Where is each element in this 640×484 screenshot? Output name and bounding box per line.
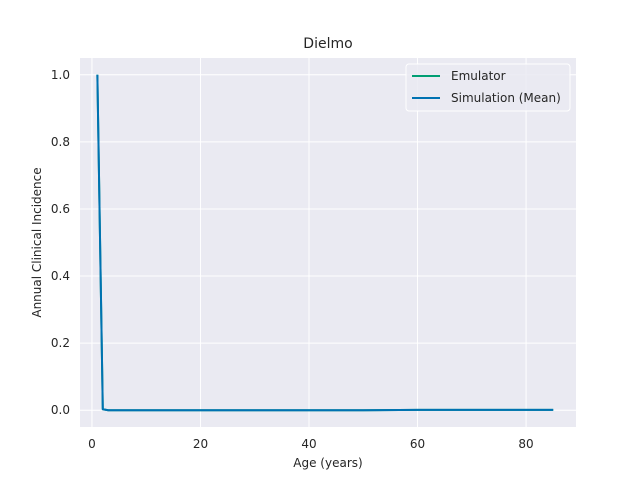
legend-label: Simulation (Mean)	[451, 91, 561, 105]
x-tick-label: 40	[301, 437, 316, 451]
x-tick-label: 60	[410, 437, 425, 451]
legend-label: Emulator	[451, 69, 506, 83]
legend-box	[405, 63, 571, 112]
x-axis-label: Age (years)	[293, 456, 362, 470]
series-layer	[96, 74, 554, 412]
y-axis-label: Annual Clinical Incidence	[30, 167, 44, 317]
y-tick-label: 0.6	[51, 202, 70, 216]
x-tick-label: 20	[193, 437, 208, 451]
plot-area	[80, 58, 576, 427]
y-tick-label: 1.0	[51, 68, 70, 82]
y-tick-label: 0.4	[51, 269, 70, 283]
legend: Emulator Simulation (Mean)	[405, 63, 571, 112]
x-tick-label: 0	[88, 437, 96, 451]
y-tick-label: 0.2	[51, 336, 70, 350]
chart-title: Dielmo	[303, 36, 352, 52]
y-tick-label: 0.8	[51, 135, 70, 149]
y-tick-label: 0.0	[51, 403, 70, 417]
series-line-simulation-mean	[96, 74, 554, 412]
x-tick-label: 80	[518, 437, 533, 451]
ticks: 0 20 40 60 80 0.0 0.2 0.4 0.6 0.8 1.0	[51, 68, 534, 451]
